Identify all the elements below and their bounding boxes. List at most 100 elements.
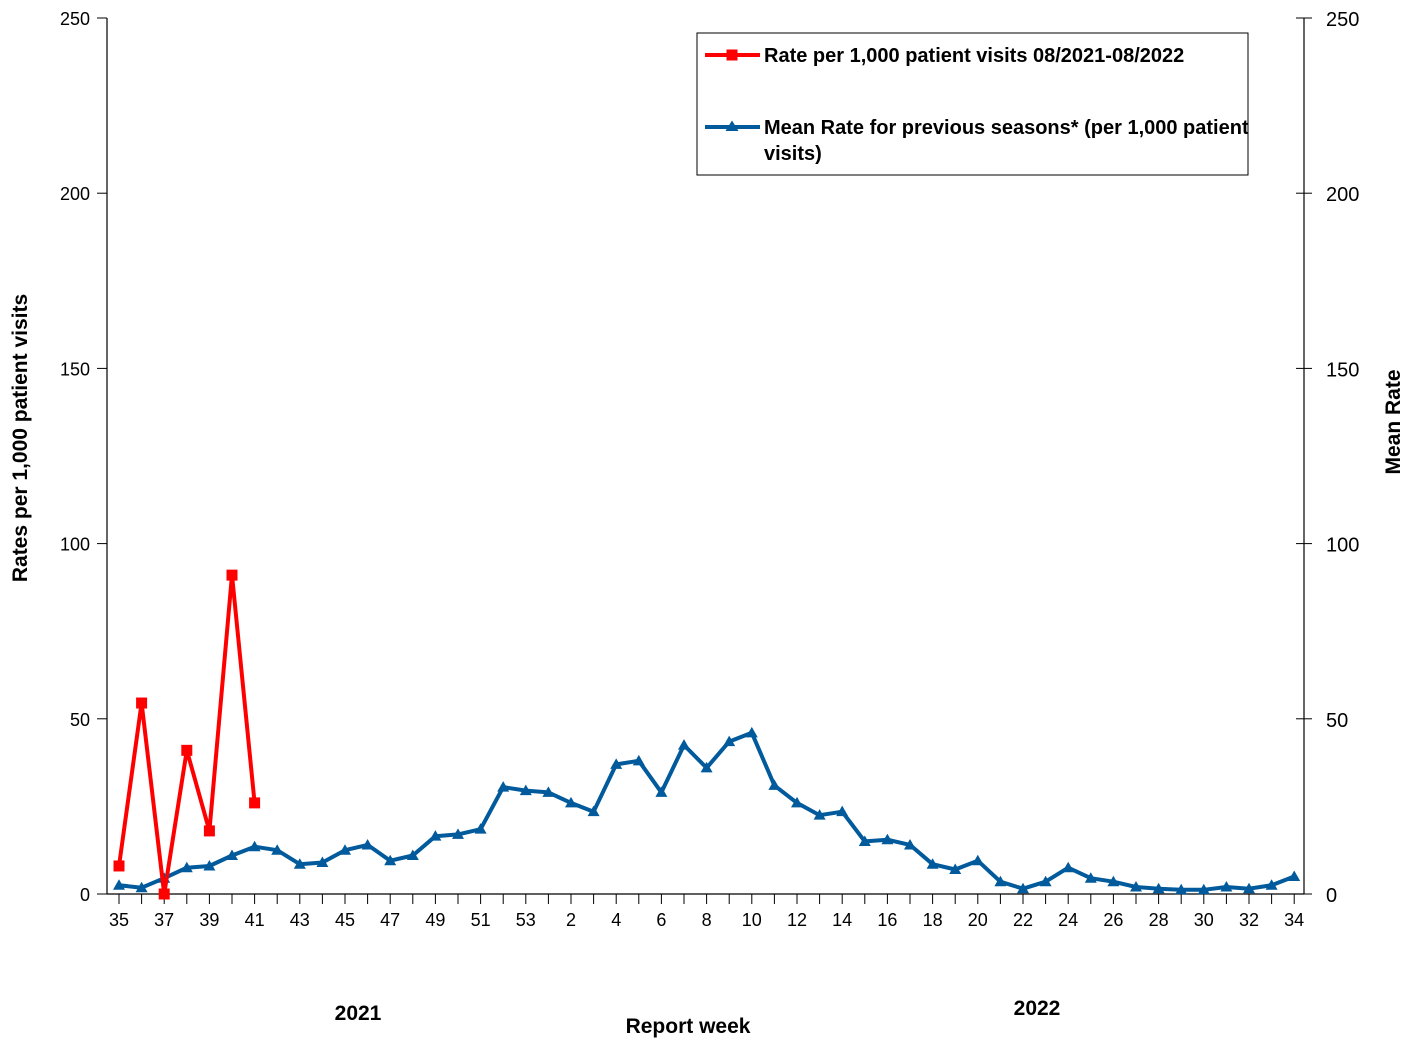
- data-point: [316, 856, 329, 867]
- x-tick-label: 18: [923, 910, 943, 930]
- data-point: [700, 761, 713, 773]
- x-tick-label: 6: [656, 910, 666, 930]
- data-point: [1017, 882, 1029, 894]
- data-point: [1039, 875, 1052, 887]
- data-point: [452, 828, 464, 839]
- legend-box: [696, 32, 1249, 176]
- data-point: [271, 844, 284, 855]
- x-tick-label: 28: [1149, 910, 1169, 930]
- data-point: [926, 858, 939, 869]
- x-tick-label: 4: [611, 910, 621, 930]
- left-y-tick-label: 50: [70, 710, 90, 730]
- data-point: [497, 781, 510, 792]
- data-point: [1175, 883, 1188, 895]
- data-point: [655, 786, 668, 797]
- x-tick-label: 41: [245, 910, 265, 930]
- right-y-tick-label: 0: [1326, 885, 1337, 907]
- series-mean-rate: [113, 726, 1301, 895]
- data-point: [1265, 879, 1278, 890]
- data-point: [542, 786, 555, 797]
- data-point: [994, 875, 1007, 887]
- x-tick-label: 2: [566, 910, 576, 930]
- series-line: [117, 573, 257, 896]
- year-label-2021: 2021: [335, 1002, 382, 1025]
- left-y-tick-label: 0: [80, 885, 90, 905]
- data-point: [881, 833, 894, 845]
- data-point: [1107, 875, 1120, 887]
- left-y-tick-label: 200: [60, 184, 90, 204]
- data-point: [632, 754, 645, 766]
- series-current-rate: [113, 569, 261, 900]
- data-point: [836, 805, 849, 817]
- data-point: [791, 796, 803, 808]
- data-point: [813, 809, 826, 820]
- x-tick-label: 24: [1058, 910, 1078, 930]
- data-point: [1288, 870, 1301, 881]
- data-point: [949, 863, 962, 874]
- right-y-tick-label: 150: [1326, 359, 1359, 381]
- data-point: [339, 844, 351, 855]
- x-tick-label: 8: [702, 910, 712, 930]
- right-y-tick-label: 50: [1326, 710, 1348, 732]
- data-point: [203, 825, 215, 837]
- legend-red-marker: [726, 49, 738, 61]
- x-tick-label: 49: [425, 910, 445, 930]
- axes: [106, 18, 1305, 895]
- x-tick-label: 34: [1284, 910, 1304, 930]
- legend-entry-blue: Mean Rate for previous seasons* (per 1,0…: [764, 117, 1249, 139]
- data-point: [768, 779, 781, 790]
- data-point: [971, 854, 984, 866]
- x-tick-label: 45: [335, 910, 355, 930]
- data-point: [858, 835, 871, 846]
- data-point: [180, 861, 193, 873]
- right-y-ticks: 0 50 100 150 200 250: [1296, 9, 1359, 907]
- right-y-tick-label: 250: [1326, 9, 1359, 31]
- x-tick-label: 32: [1239, 910, 1259, 930]
- data-point: [519, 784, 532, 796]
- x-tick-label: 47: [380, 910, 400, 930]
- year-label-2022: 2022: [1014, 997, 1061, 1020]
- left-axis-title: Rates per 1,000 patient visits: [9, 294, 32, 582]
- data-point: [248, 840, 261, 852]
- x-tick-label: 20: [968, 910, 988, 930]
- series-layer: [113, 569, 1301, 900]
- x-tick-label: 22: [1013, 910, 1033, 930]
- x-tick-label: 35: [109, 910, 129, 930]
- x-tick-label: 53: [516, 910, 536, 930]
- x-tick-label: 39: [199, 910, 219, 930]
- data-point: [226, 569, 238, 581]
- data-point: [136, 697, 148, 709]
- data-point: [429, 830, 442, 841]
- data-point: [723, 735, 736, 747]
- x-tick-label: 16: [877, 910, 897, 930]
- data-point: [1152, 882, 1165, 894]
- data-point: [113, 879, 125, 890]
- x-tick-label: 14: [832, 910, 852, 930]
- data-point: [361, 838, 374, 850]
- x-tick-label: 12: [787, 910, 807, 930]
- legend-blue-marker: [725, 120, 739, 131]
- data-point: [587, 805, 600, 817]
- data-point: [293, 858, 306, 869]
- data-point: [904, 838, 916, 850]
- data-point: [474, 823, 487, 834]
- left-y-tick-label: 150: [60, 359, 90, 379]
- right-y-tick-label: 200: [1326, 184, 1359, 206]
- legend: Rate per 1,000 patient visits 08/2021-08…: [696, 32, 1249, 176]
- x-axis-title: Report week: [626, 1015, 751, 1038]
- left-y-tick-label: 100: [60, 535, 90, 555]
- data-point: [158, 888, 170, 900]
- data-point: [678, 739, 690, 750]
- right-y-tick-label: 100: [1326, 535, 1359, 557]
- x-tick-label: 43: [290, 910, 310, 930]
- data-point: [565, 796, 577, 808]
- data-point: [181, 744, 193, 756]
- x-tick-label: 37: [154, 910, 174, 930]
- data-point: [203, 859, 216, 871]
- data-point: [745, 726, 758, 738]
- data-point: [610, 758, 623, 769]
- data-point: [135, 881, 148, 893]
- data-point: [113, 860, 125, 872]
- x-tick-label: 26: [1103, 910, 1123, 930]
- data-point: [1062, 861, 1075, 873]
